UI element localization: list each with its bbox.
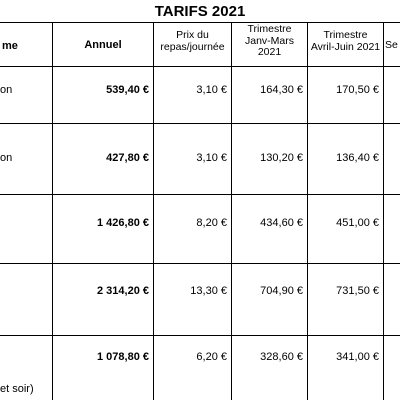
header-prix-line-2: repas/journée [160, 40, 225, 53]
row-5-trim2: 341,00 € [336, 351, 379, 363]
header-trim1-line-3: 2021 [257, 46, 282, 58]
row-2-annuel: 427,80 € [106, 152, 149, 164]
grid-line-row-4 [0, 335, 400, 336]
row-1-name: on [0, 84, 13, 96]
grid-col-3 [231, 22, 232, 400]
header-trimestre-1: Trimestre Janv-Mars 2021 [232, 23, 307, 59]
grid-line-row-1 [0, 123, 400, 124]
row-5-trim1: 328,60 € [260, 351, 303, 363]
grid-col-2 [153, 22, 154, 400]
header-name: me [2, 40, 18, 52]
grid-col-1 [52, 22, 53, 400]
header-last: Se [385, 39, 398, 51]
header-prix-line-1: Prix du [176, 29, 209, 41]
grid-col-5 [383, 22, 384, 400]
row-4-trim1: 704,90 € [260, 285, 303, 297]
row-5-name: et soir) [0, 383, 34, 395]
grid-line-header-bottom [0, 66, 400, 67]
row-3-annuel: 1 426,80 € [97, 217, 149, 229]
row-2-prix: 3,10 € [196, 152, 227, 164]
row-2-trim1: 130,20 € [260, 152, 303, 164]
header-trim2-line-2: Avril-Juin 2021 [310, 40, 381, 53]
header-trim1-line-1: Trimestre [247, 23, 292, 35]
header-trim2-line-1: Trimestre [323, 29, 368, 41]
row-1-prix: 3,10 € [196, 84, 227, 96]
row-1-trim2: 170,50 € [336, 84, 379, 96]
row-3-prix: 8,20 € [196, 217, 227, 229]
header-prix: Prix du repas/journée [154, 29, 231, 53]
grid-line-row-3 [0, 263, 400, 264]
row-4-trim2: 731,50 € [336, 285, 379, 297]
row-4-annuel: 2 314,20 € [97, 285, 149, 297]
page-title: TARIFS 2021 [154, 3, 246, 20]
header-annuel: Annuel [84, 39, 122, 51]
row-1-trim1: 164,30 € [260, 84, 303, 96]
row-5-annuel: 1 078,80 € [97, 351, 149, 363]
row-5-prix: 6,20 € [196, 351, 227, 363]
row-2-trim2: 136,40 € [336, 152, 379, 164]
header-trim1-line-2: Janv-Mars [244, 34, 294, 47]
grid-line-top [0, 22, 400, 23]
grid-col-4 [307, 22, 308, 400]
row-2-name: on [0, 152, 13, 164]
header-trimestre-2: Trimestre Avril-Juin 2021 [308, 29, 383, 53]
row-3-trim2: 451,00 € [336, 217, 379, 229]
row-1-annuel: 539,40 € [106, 84, 149, 96]
row-4-prix: 13,30 € [190, 285, 227, 297]
grid-line-row-2 [0, 194, 400, 195]
row-3-trim1: 434,60 € [260, 217, 303, 229]
